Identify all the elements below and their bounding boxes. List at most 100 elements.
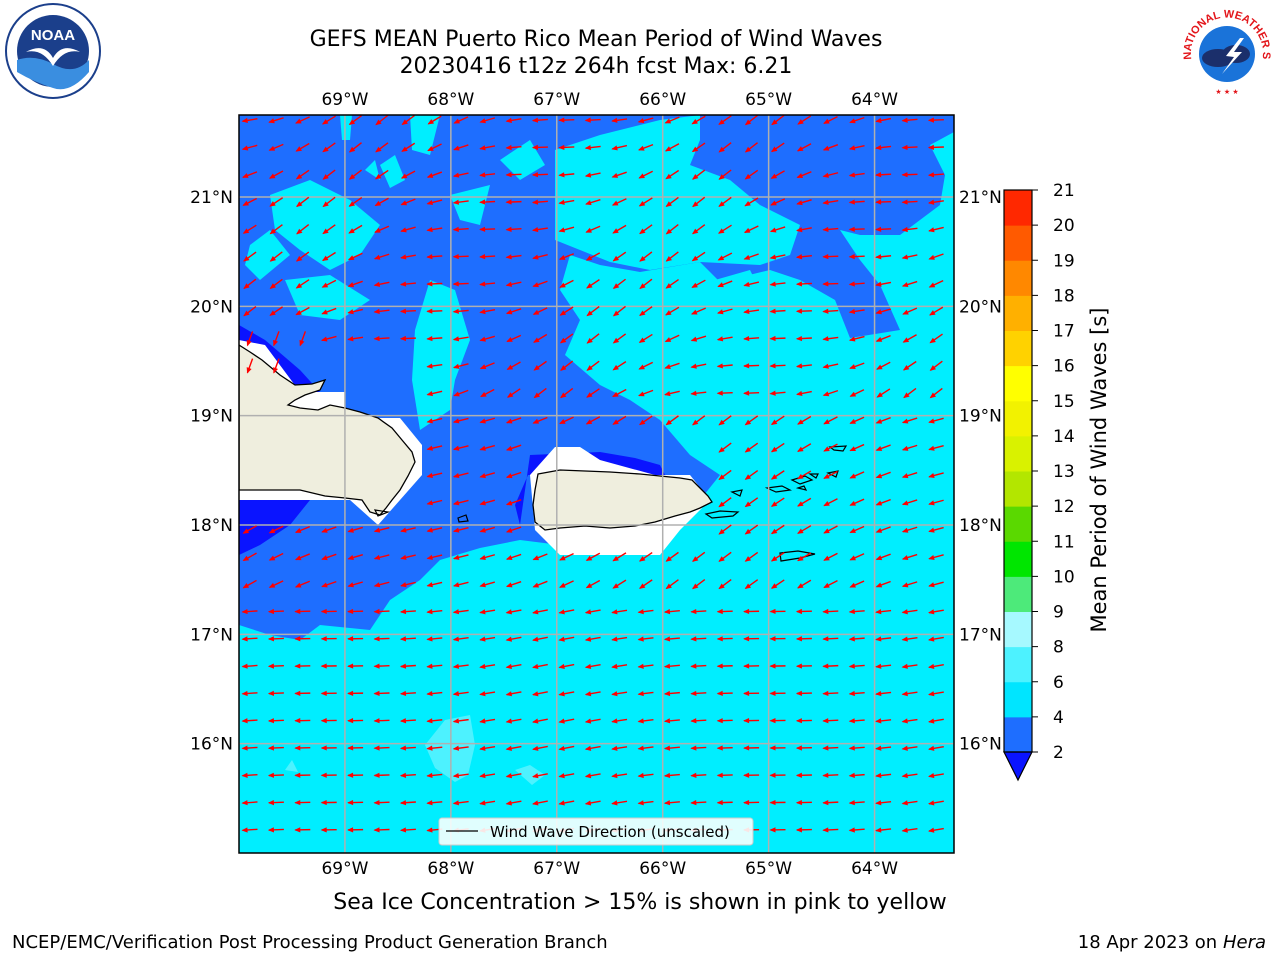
- arrow-head: [559, 419, 566, 424]
- arrow-head: [558, 773, 565, 779]
- lat-tick-label-left: 19°N: [190, 407, 233, 427]
- arrow-head: [797, 419, 804, 425]
- arrow-head: [929, 310, 936, 316]
- wind-wave-arrow: [558, 609, 575, 615]
- arrow-head: [399, 745, 407, 751]
- wind-wave-arrow: [663, 636, 680, 642]
- arrow-head: [586, 310, 593, 317]
- arrow-head: [321, 309, 328, 315]
- wind-wave-arrow: [584, 636, 601, 642]
- wind-wave-arrow: [744, 115, 758, 126]
- arrow-head: [479, 745, 486, 751]
- wind-wave-arrow: [848, 636, 865, 642]
- arrow-head: [426, 827, 433, 833]
- wind-wave-arrow: [321, 307, 337, 315]
- arrow-head: [795, 308, 802, 314]
- wind-wave-arrow: [663, 745, 680, 751]
- arrow-head: [795, 799, 802, 806]
- wind-wave-arrow: [612, 224, 627, 234]
- wind-wave-arrow: [718, 224, 732, 234]
- wind-wave-arrow: [875, 772, 892, 779]
- wind-wave-arrow: [718, 169, 732, 180]
- arrow-head: [320, 718, 327, 724]
- arrow-head: [718, 528, 725, 535]
- wind-wave-arrow: [875, 636, 892, 642]
- arrow-head: [243, 310, 250, 317]
- arrow-head: [690, 309, 698, 315]
- noaa-logo: NOAA: [4, 2, 102, 100]
- arrow-head: [479, 254, 486, 260]
- arrow-head: [294, 555, 302, 561]
- arrow-head: [320, 608, 327, 615]
- wind-wave-arrow: [399, 718, 416, 724]
- arrow-head: [769, 227, 777, 233]
- wind-wave-arrow: [373, 800, 390, 806]
- wind-wave-arrow: [743, 308, 760, 315]
- arrow-head: [320, 772, 327, 778]
- wind-wave-arrow: [901, 471, 918, 479]
- wind-wave-arrow: [267, 663, 284, 669]
- wind-wave-arrow: [770, 470, 785, 480]
- arrow-head: [452, 554, 460, 560]
- arrow-head: [718, 447, 725, 453]
- arrow-head: [479, 145, 486, 151]
- arrow-head: [399, 690, 407, 697]
- wind-wave-arrow: [744, 497, 759, 508]
- arrow-head: [373, 690, 380, 696]
- colorbar-tick-label: 19: [1053, 251, 1075, 271]
- wind-wave-arrow: [849, 362, 865, 370]
- wind-wave-arrow: [479, 335, 495, 342]
- wind-wave-arrow: [320, 608, 337, 615]
- arrow-head: [769, 718, 776, 724]
- arrow-head: [901, 663, 908, 669]
- wind-wave-arrow: [531, 117, 548, 123]
- arrow-head: [426, 500, 433, 506]
- arrow-head: [532, 582, 540, 588]
- wind-wave-arrow: [479, 663, 496, 669]
- lat-tick-label-left: 18°N: [190, 516, 233, 536]
- colorbar-tick-label: 17: [1053, 322, 1075, 342]
- arrow-head: [637, 663, 644, 669]
- wind-wave-arrow: [586, 279, 600, 289]
- arrow-head: [505, 418, 513, 424]
- colorbar-tick-label: 15: [1053, 392, 1075, 412]
- arrow-head: [347, 255, 355, 261]
- wind-wave-arrow: [795, 254, 812, 260]
- colorbar-segment: [1004, 471, 1032, 507]
- arrow-head: [242, 528, 250, 534]
- wind-wave-arrow: [267, 718, 284, 724]
- wind-wave-arrow: [822, 281, 839, 287]
- wind-wave-arrow: [268, 143, 284, 151]
- field-cyan-patch: [245, 230, 290, 280]
- arrow-head: [267, 608, 275, 615]
- arrow-head: [294, 799, 301, 806]
- wind-wave-arrow: [612, 552, 627, 562]
- wind-wave-arrow: [241, 745, 258, 751]
- arrow-head: [822, 636, 829, 642]
- wind-wave-arrow: [716, 636, 733, 642]
- wind-wave-arrow: [848, 335, 865, 342]
- arrow-head: [532, 309, 540, 315]
- arrow-head: [663, 745, 671, 751]
- arrow-head: [875, 144, 882, 151]
- arrow-head: [505, 555, 513, 561]
- arrow-head: [479, 527, 486, 533]
- arrow-head: [532, 773, 539, 779]
- wind-wave-arrow: [638, 551, 653, 562]
- wind-wave-arrow: [769, 608, 786, 615]
- arrow-head: [611, 800, 618, 806]
- arrow-head: [638, 556, 646, 562]
- colorbar-segment: [1004, 646, 1032, 683]
- arrow-head: [558, 144, 565, 151]
- arrow-head: [505, 172, 512, 178]
- wind-wave-arrow: [426, 718, 443, 724]
- arrow-head: [452, 500, 460, 506]
- wind-wave-arrow: [560, 387, 574, 399]
- colorbar-tick-label: 14: [1053, 427, 1075, 447]
- arrow-head: [347, 282, 355, 288]
- arrow-head: [795, 663, 802, 669]
- wind-wave-arrow: [558, 117, 575, 123]
- wind-wave-arrow: [612, 278, 626, 289]
- wind-wave-arrow: [691, 279, 706, 289]
- wind-wave-arrow: [479, 254, 496, 260]
